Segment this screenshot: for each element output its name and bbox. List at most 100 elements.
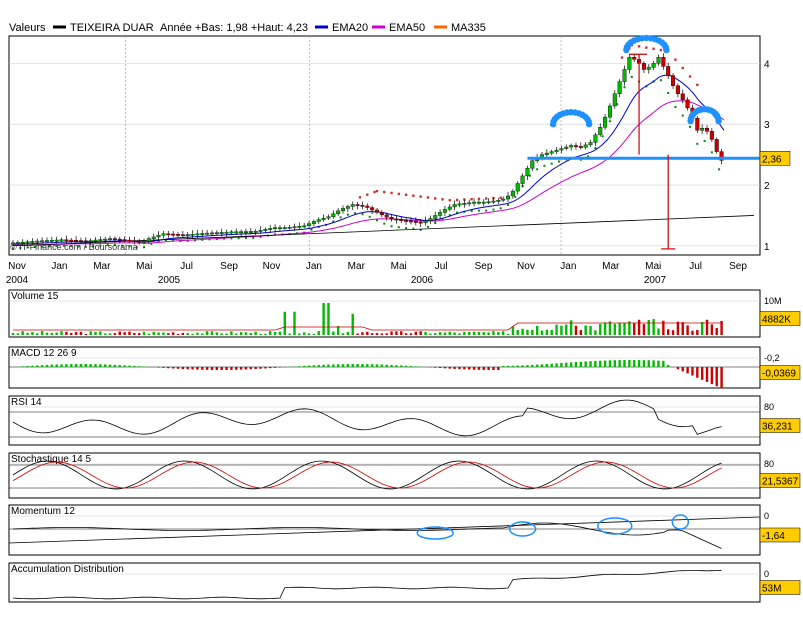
sar-dot [587,155,590,158]
macd-bar [628,360,631,367]
candle-body [103,238,108,241]
macd-bar [633,360,636,367]
candle-body [146,238,151,242]
volume-bar [696,329,699,335]
sar-dot [193,239,196,242]
ma335-dot [390,191,393,195]
macd-bar [438,367,442,369]
sar-dot [507,203,510,206]
macd-bar [167,367,170,369]
ma335-dot [463,198,466,201]
sar-dot [128,245,131,248]
candle-body [273,227,278,230]
volume-bar [273,331,277,335]
candle-body [370,207,375,211]
candle-body [321,217,326,220]
candle-body [588,142,593,146]
macd-bar [94,364,97,367]
volume-bar [603,322,607,335]
legend-ema20: EMA20 [332,22,368,34]
macd-bar [603,360,607,367]
candle-body [341,208,346,212]
candle-body [607,105,612,118]
volume-bar [506,333,510,335]
sar-dot [397,226,400,229]
sar-dot [470,209,473,212]
x-month-label: Sep [475,261,493,272]
head-arc [663,46,670,54]
sar-dot [368,215,371,218]
volume-bar [613,323,617,335]
macd-bar [181,367,185,370]
candle-body [559,148,564,151]
x-month-label: Mar [602,261,620,272]
ma335-dot [688,75,692,78]
macd-bar [506,365,510,367]
macd-bar [196,367,199,370]
volume-bar [700,322,704,335]
macd-bar [535,364,539,367]
indicator-title: MACD 12 26 9 [11,348,77,359]
macd-bar [230,367,233,370]
macd-bar [307,365,311,367]
ma335-dot [412,194,415,197]
candle-body [452,204,457,208]
volume-bar [167,333,170,335]
volume-bar [147,333,151,335]
volume-bar [671,330,675,335]
ma335-dot [404,193,408,196]
macd-bar [31,365,34,367]
candle-body [311,221,316,224]
volume-bar [118,331,121,335]
candle-body [685,99,690,109]
volume-bar [215,332,219,335]
candle-body [510,190,515,197]
sar-dot [19,247,22,250]
volume-bar [11,333,15,335]
macd-bar [409,366,413,367]
indicator-last-value-box [759,311,801,326]
macd-bar [341,364,345,367]
candle-body [54,239,59,242]
candle-body [239,231,244,234]
macd-bar [235,367,238,370]
x-month-label: Mai [645,261,661,272]
candle-body [214,232,219,235]
volume-bar [526,329,529,335]
indicator-y-tick-label: 80 [764,402,774,412]
header-stats: Année +Bas: 1,98 +Haut: 4,23 [160,22,308,34]
volume-bar [390,331,393,335]
volume-bar [171,332,175,335]
candle-body [10,242,15,245]
macd-bar [613,360,617,367]
sar-dot [259,235,262,238]
sar-dot [215,238,218,241]
volume-bar [346,331,350,335]
volume-bar [584,325,587,335]
volume-bar [40,331,44,335]
sar-dot [172,239,175,242]
candle-body [316,219,321,222]
macd-bar [511,365,515,367]
candle-body [151,236,156,239]
volume-bar [113,333,117,335]
macd-bar [210,367,214,370]
right-shoulder-arc [715,117,722,125]
volume-bar [45,332,49,335]
sar-dot [143,246,146,249]
candle-body [132,240,137,242]
macd-bar [123,365,126,367]
x-month-label: Jul [435,261,448,272]
header-symbol: TEIXEIRA DUAR [70,22,154,34]
candle-body [714,139,719,152]
volume-bar [89,331,92,335]
ma335-dot [375,189,379,193]
candle-body [404,220,409,222]
candle-body [350,204,355,207]
volume-bar [487,332,490,335]
indicator-last-value-box [759,473,801,488]
macd-bar [104,364,107,367]
indicator-last-value-label: 21,5367 [762,477,799,488]
macd-bar [594,360,597,367]
candle-body [336,210,341,214]
